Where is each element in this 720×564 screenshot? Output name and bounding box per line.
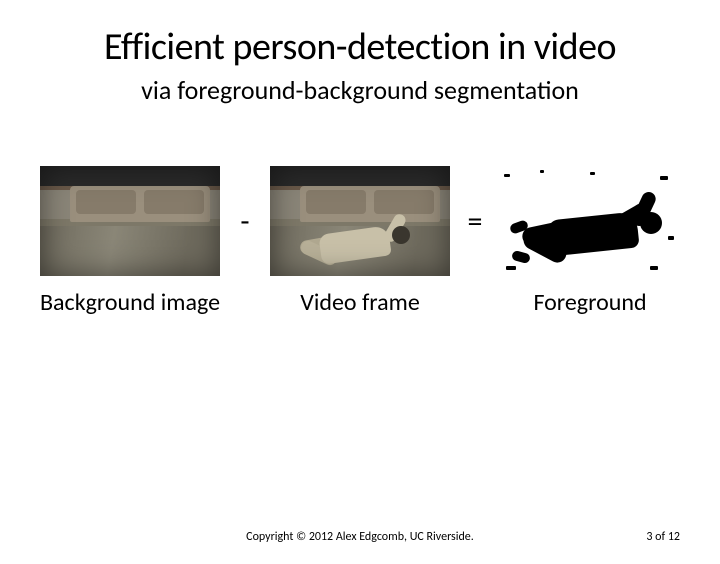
page-number: 3 of 12 — [646, 530, 680, 544]
caption-video-frame: Video frame — [270, 288, 450, 317]
noise-icon — [590, 172, 595, 175]
vignette-icon — [270, 166, 450, 276]
foreground-image — [500, 166, 680, 276]
minus-operator: - — [230, 203, 260, 240]
vignette-icon — [40, 166, 220, 276]
video-frame-image — [270, 166, 450, 276]
silhouette-foot-icon — [511, 250, 531, 264]
noise-icon — [668, 236, 674, 240]
caption-background: Background image — [40, 288, 220, 317]
panel-background — [40, 166, 220, 276]
caption-foreground: Foreground — [500, 288, 680, 317]
noise-icon — [540, 170, 544, 173]
background-image — [40, 166, 220, 276]
noise-icon — [650, 266, 658, 270]
copyright-footer: Copyright © 2012 Alex Edgcomb, UC Rivers… — [0, 530, 720, 544]
panel-video-frame — [270, 166, 450, 276]
noise-icon — [506, 266, 516, 270]
equals-operator: = — [460, 203, 490, 240]
silhouette-head-icon — [640, 212, 662, 234]
panel-foreground — [500, 166, 680, 276]
noise-icon — [504, 174, 510, 177]
noise-icon — [660, 176, 668, 180]
caption-row: Background image Video frame Foreground — [0, 288, 720, 317]
figure-row: - = — [0, 166, 720, 276]
slide-subtitle: via foreground-background segmentation — [0, 74, 720, 106]
slide-title: Efficient person-detection in video — [0, 24, 720, 70]
